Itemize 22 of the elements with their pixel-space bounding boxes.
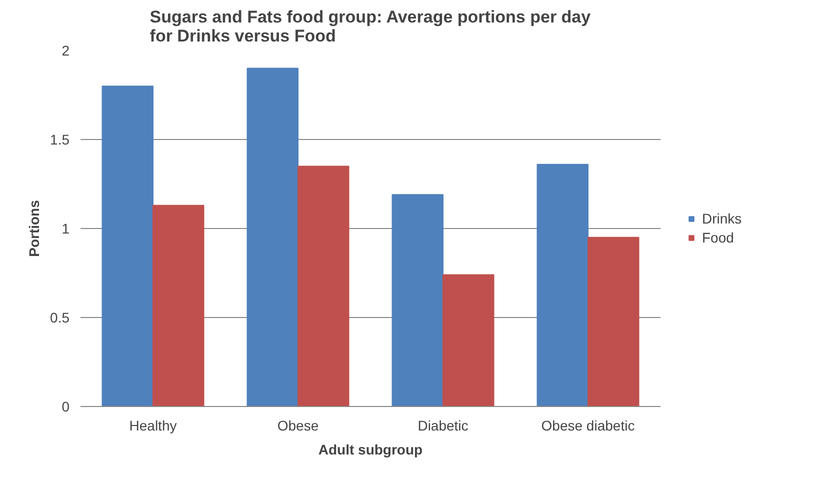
x-axis-title: Adult subgroup xyxy=(318,442,423,458)
bar xyxy=(392,194,444,406)
y-tick-label: 2 xyxy=(62,42,70,58)
x-tick-label: Obese diabetic xyxy=(541,418,635,434)
bar xyxy=(588,236,640,406)
y-axis-title: Portions xyxy=(26,200,42,257)
y-tick-label: 0 xyxy=(62,398,70,414)
legend-label: Drinks xyxy=(702,210,742,226)
x-tick-label: Healthy xyxy=(129,418,177,434)
y-tick-label: 1.5 xyxy=(50,132,70,148)
bar xyxy=(246,68,298,406)
bar xyxy=(536,164,588,406)
chart-title: Sugars and Fats food group: Average portions per day for Drinks versus Food xyxy=(150,8,592,46)
bar xyxy=(442,274,494,406)
bar xyxy=(102,86,154,406)
bar xyxy=(298,166,350,406)
x-tick-label: Obese xyxy=(277,418,319,434)
legend-label: Food xyxy=(702,230,734,246)
y-tick-label: 1 xyxy=(62,220,70,236)
bar xyxy=(152,204,204,406)
x-tick-label: Diabetic xyxy=(418,418,468,434)
y-tick-label: 0.5 xyxy=(50,310,70,326)
